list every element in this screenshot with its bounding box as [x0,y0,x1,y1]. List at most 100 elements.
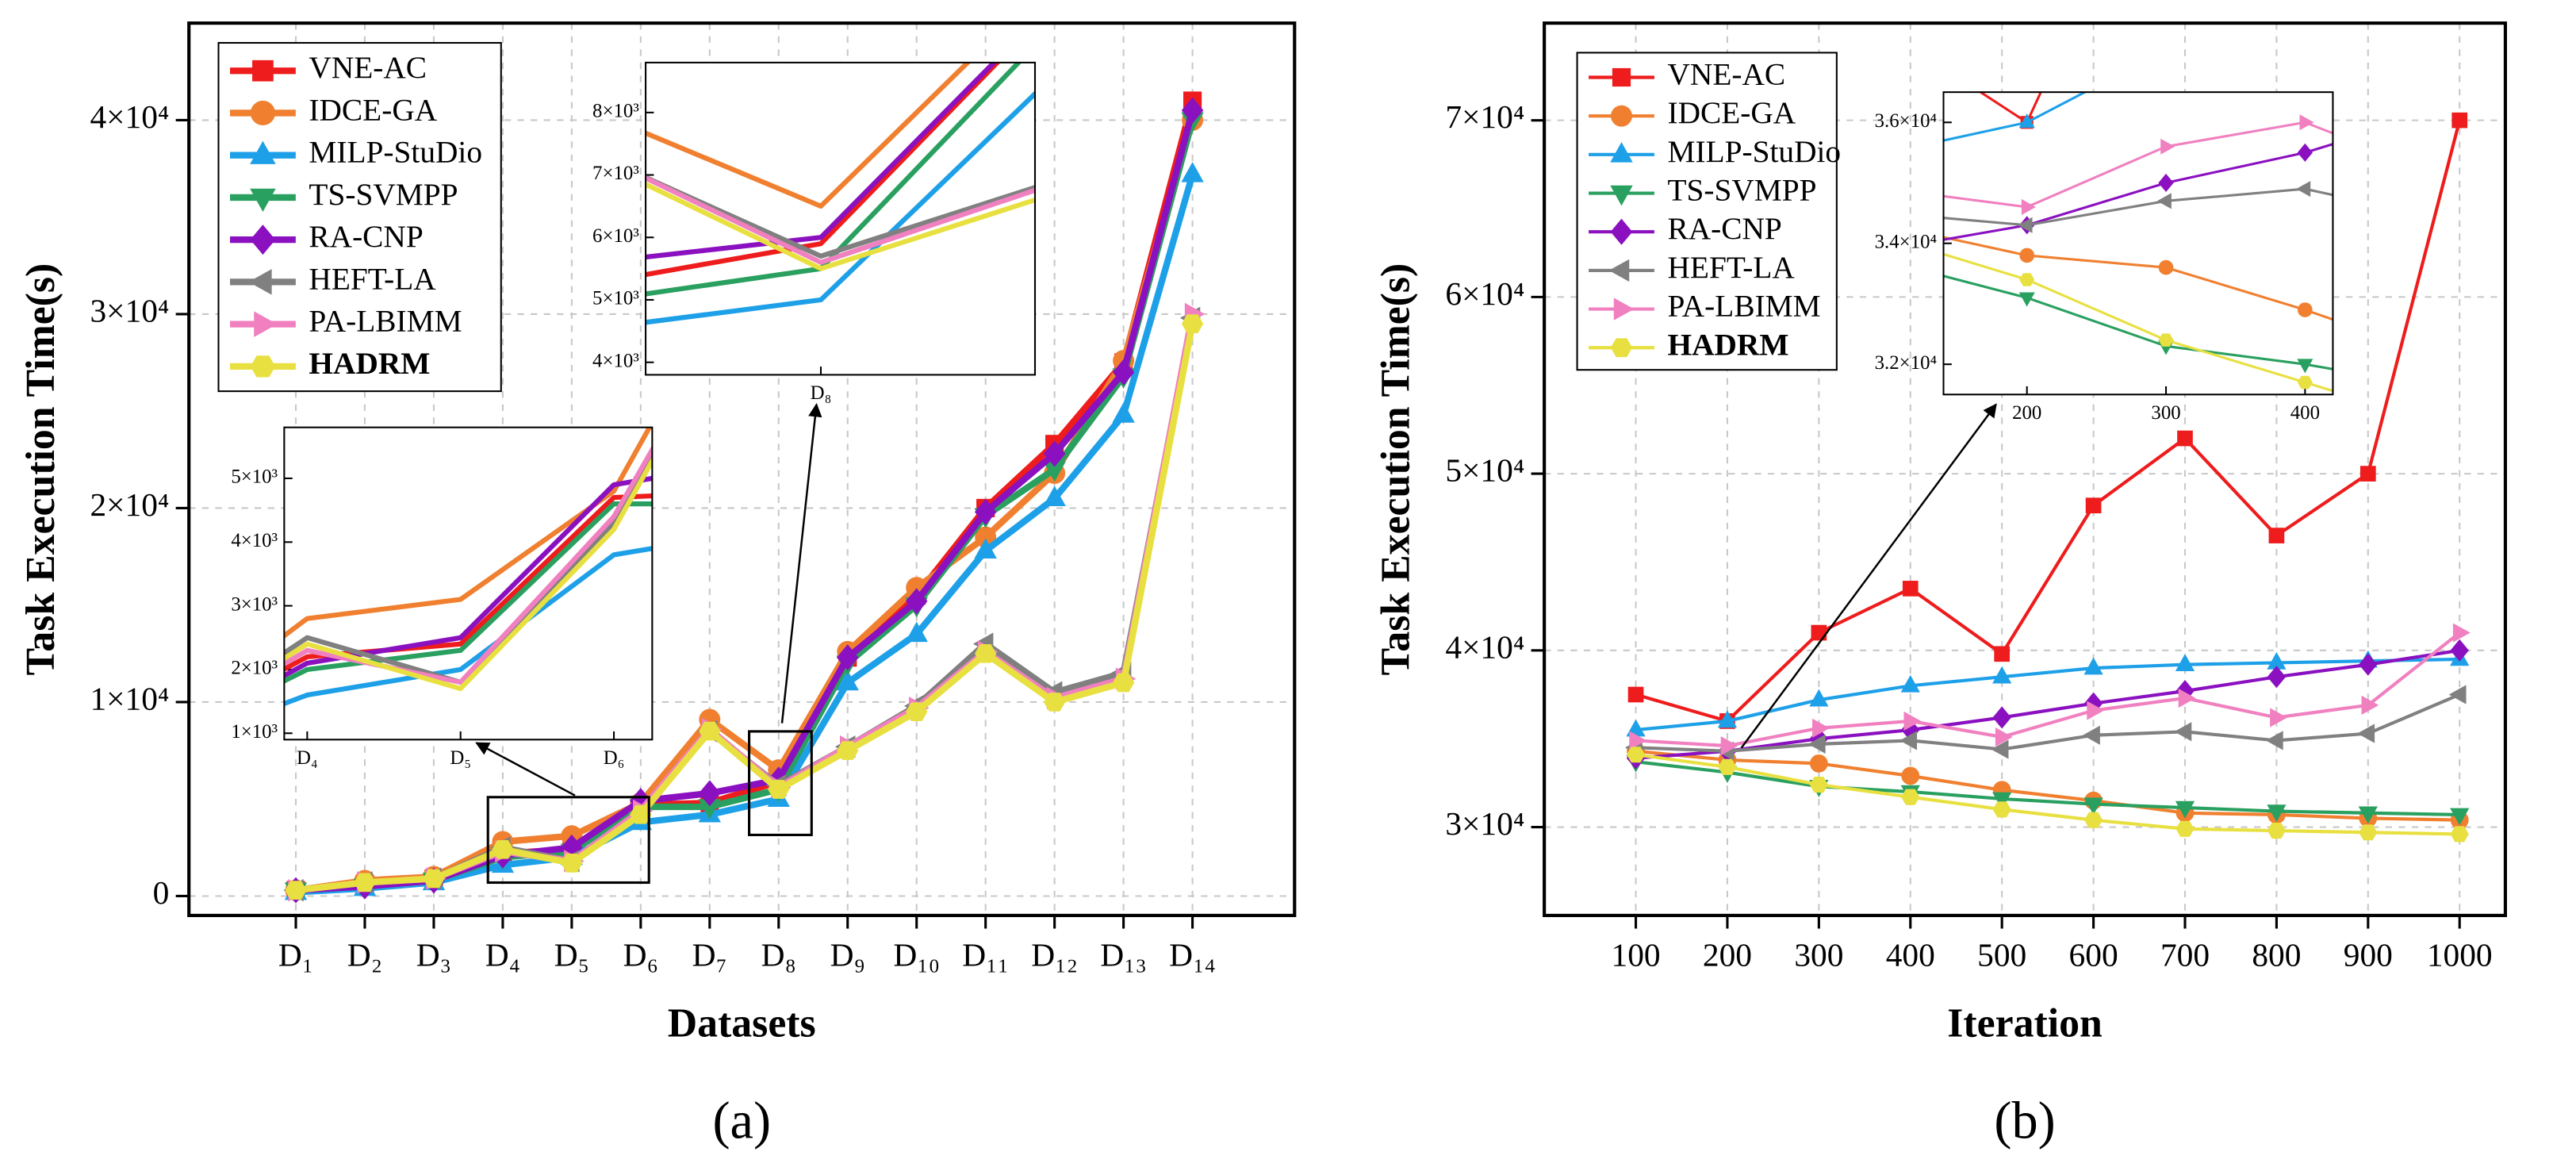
legend-label: MILP-StuDio [309,135,482,170]
marker [2018,113,2035,129]
marker [974,498,997,525]
x-tick-label: D₁₁ [962,936,1009,973]
marker [1992,792,2012,810]
marker [2021,198,2036,216]
series-line [1635,760,2460,817]
inset-x-tick-label: 200 [2012,402,2041,424]
marker [2018,217,2033,233]
marker [2160,138,2175,155]
y-tick-label: 6×10⁴ [1445,275,1524,312]
series-line [1943,121,2333,209]
legend-label: IDCE-GA [309,92,437,127]
marker [2361,695,2379,715]
marker [2083,725,2100,745]
plot-frame [187,21,1297,918]
zoom-box [748,730,813,836]
marker [2296,181,2311,198]
marker [1627,686,1644,703]
marker [2448,685,2467,704]
marker [2267,822,2286,839]
legend-label: HADRM [1668,327,1789,362]
inset-y-tick-label: 3×10³ [231,593,278,615]
legend-label: RA-CNP [1668,211,1782,246]
legend-label: VNE-AC [1668,57,1786,92]
marker [1995,727,2013,747]
x-tick-label: 900 [2344,936,2393,973]
inset-frame [1942,91,2334,396]
marker [2158,259,2174,275]
marker [2270,708,2287,727]
marker [1610,218,1633,245]
marker [1807,734,1826,754]
marker [836,644,859,671]
marker [1718,758,1737,775]
y-tick-label: 4×10⁴ [1445,628,1524,665]
marker [1181,314,1204,333]
x-tick-label: D₂ [347,936,382,973]
x-tick-label: D₅ [554,936,589,973]
marker [1629,731,1647,750]
inset-y-tick-label: 5×10³ [231,466,278,488]
inset-y-tick-label: 3.2×10⁴ [1875,352,1938,374]
marker [630,804,652,824]
x-tick-label: 700 [2160,936,2210,973]
marker [2178,688,2196,708]
series-line [1943,187,2333,227]
marker [1991,739,2009,759]
marker [699,721,721,741]
y-tick-label: 3×10⁴ [1445,805,1524,842]
series-line [1635,631,2461,748]
inset-y-tick-label: 7×10³ [592,163,639,184]
marker [1043,440,1066,467]
marker [2019,273,2035,286]
marker [2158,173,2174,193]
marker [2298,302,2313,317]
inset-y-tick-label: 8×10³ [592,101,639,122]
marker [2267,666,2287,689]
marker [1902,581,1919,597]
series-group [1625,112,2471,843]
marker [2156,193,2172,209]
zoom-box [486,796,650,885]
y-tick-label: 7×10⁴ [1445,98,1524,135]
marker [2087,701,2105,720]
legend-label: RA-CNP [309,219,423,254]
plot-frame [1543,21,2508,918]
legend-label: PA-LBIMM [309,304,462,339]
marker [2358,806,2378,824]
marker [1613,298,1635,321]
marker [423,869,445,889]
marker [1043,486,1066,506]
inset-x-tick-label: D₆ [604,747,625,769]
inset-y-tick-label: 4×10³ [231,530,278,551]
subfigure-label: (a) [712,1092,771,1150]
x-tick-label: 800 [2252,936,2301,973]
inset-y-tick-label: 5×10³ [592,288,639,309]
marker [1809,754,1828,773]
marker [974,538,997,559]
legend-label: TS-SVMPP [309,177,458,212]
marker [250,355,276,378]
x-tick-label: D₁ [278,936,313,973]
marker [250,188,276,213]
zoom-arrow [1740,403,1997,749]
marker [1608,259,1630,282]
marker [2267,804,2287,823]
marker [836,670,859,691]
marker [1992,706,2011,729]
marker [2450,639,2469,662]
inset-x-tick-label: D₄ [297,747,318,769]
y-tick-label: 5×10⁴ [1445,452,1524,489]
x-tick-label: D₇ [692,936,727,973]
x-tick-label: D₉ [830,936,865,973]
marker [2359,824,2378,841]
inset-x-tick-label: D₈ [811,382,832,404]
marker [2084,812,2103,828]
legend-label: HEFT-LA [1668,250,1796,285]
marker [2297,359,2313,374]
x-axis-title: Datasets [668,1001,816,1046]
marker [2452,623,2471,643]
marker [2174,722,2192,742]
marker [248,269,272,295]
